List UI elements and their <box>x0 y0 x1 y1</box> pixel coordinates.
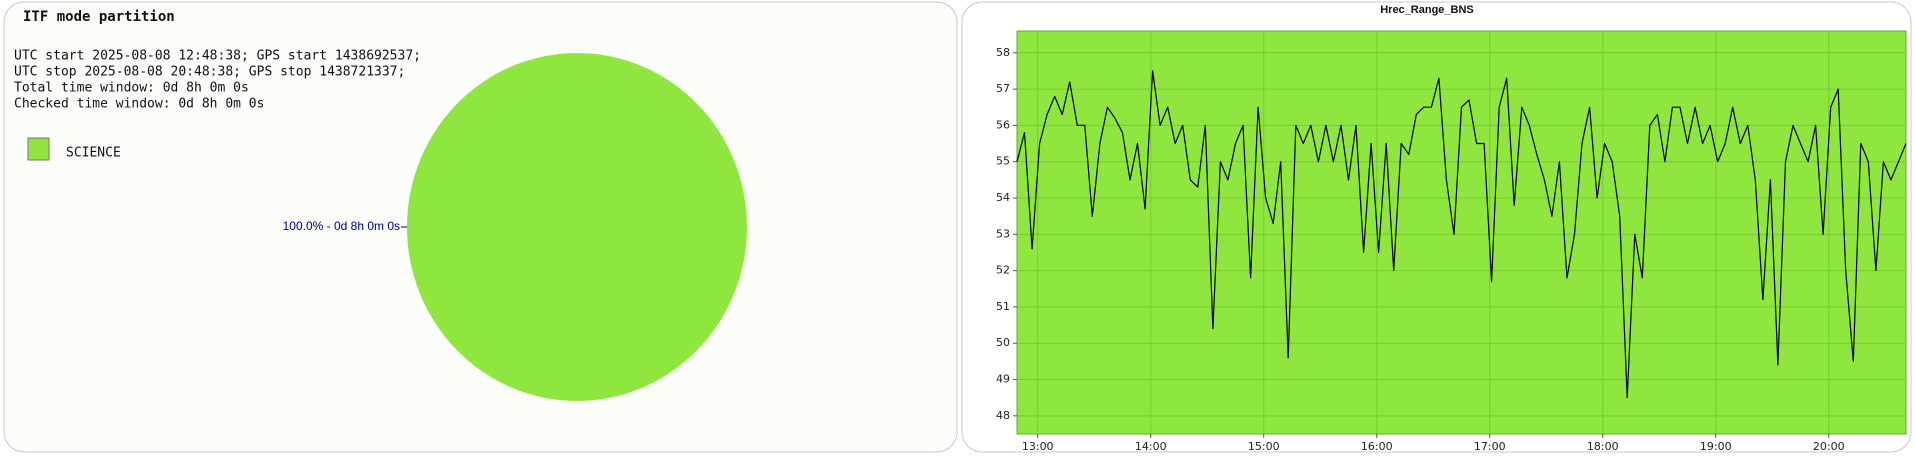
line-title: Hrec_Range_BNS <box>1380 4 1474 16</box>
x-tick-label: 18:00 <box>1587 440 1619 453</box>
legend-label: SCIENCE <box>66 146 121 161</box>
x-tick-label: 20:00 <box>1813 440 1845 453</box>
info-line: UTC start 2025-08-08 12:48:38; GPS start… <box>14 49 421 64</box>
y-tick-label: 52 <box>996 264 1010 277</box>
y-tick-label: 48 <box>996 409 1010 422</box>
x-tick-label: 15:00 <box>1248 440 1280 453</box>
info-line: Total time window: 0d 8h 0m 0s <box>14 81 249 96</box>
y-tick-label: 55 <box>996 155 1010 168</box>
slice-label: 100.0% - 0d 8h 0m 0s <box>283 219 400 233</box>
y-tick-label: 56 <box>996 118 1010 131</box>
y-tick-label: 57 <box>996 82 1010 95</box>
pie-slice <box>407 53 747 401</box>
x-tick-label: 14:00 <box>1135 440 1167 453</box>
y-tick-label: 51 <box>996 300 1010 313</box>
legend-swatch <box>27 137 50 161</box>
data-line <box>1016 70 1907 399</box>
x-tick-label: 17:00 <box>1474 440 1506 453</box>
y-tick-label: 53 <box>996 227 1010 240</box>
y-tick-label: 49 <box>996 373 1010 386</box>
info-line: UTC stop 2025-08-08 20:48:38; GPS stop 1… <box>14 65 405 80</box>
pie-title: ITF mode partition <box>23 9 175 25</box>
y-tick-label: 50 <box>996 336 1010 349</box>
y-tick-label: 58 <box>996 46 1010 59</box>
x-tick-label: 13:00 <box>1022 440 1054 453</box>
y-tick-label: 54 <box>996 191 1010 204</box>
x-tick-label: 19:00 <box>1700 440 1732 453</box>
x-tick-label: 16:00 <box>1361 440 1393 453</box>
plot-area <box>1016 30 1907 435</box>
info-line: Checked time window: 0d 8h 0m 0s <box>14 97 264 112</box>
